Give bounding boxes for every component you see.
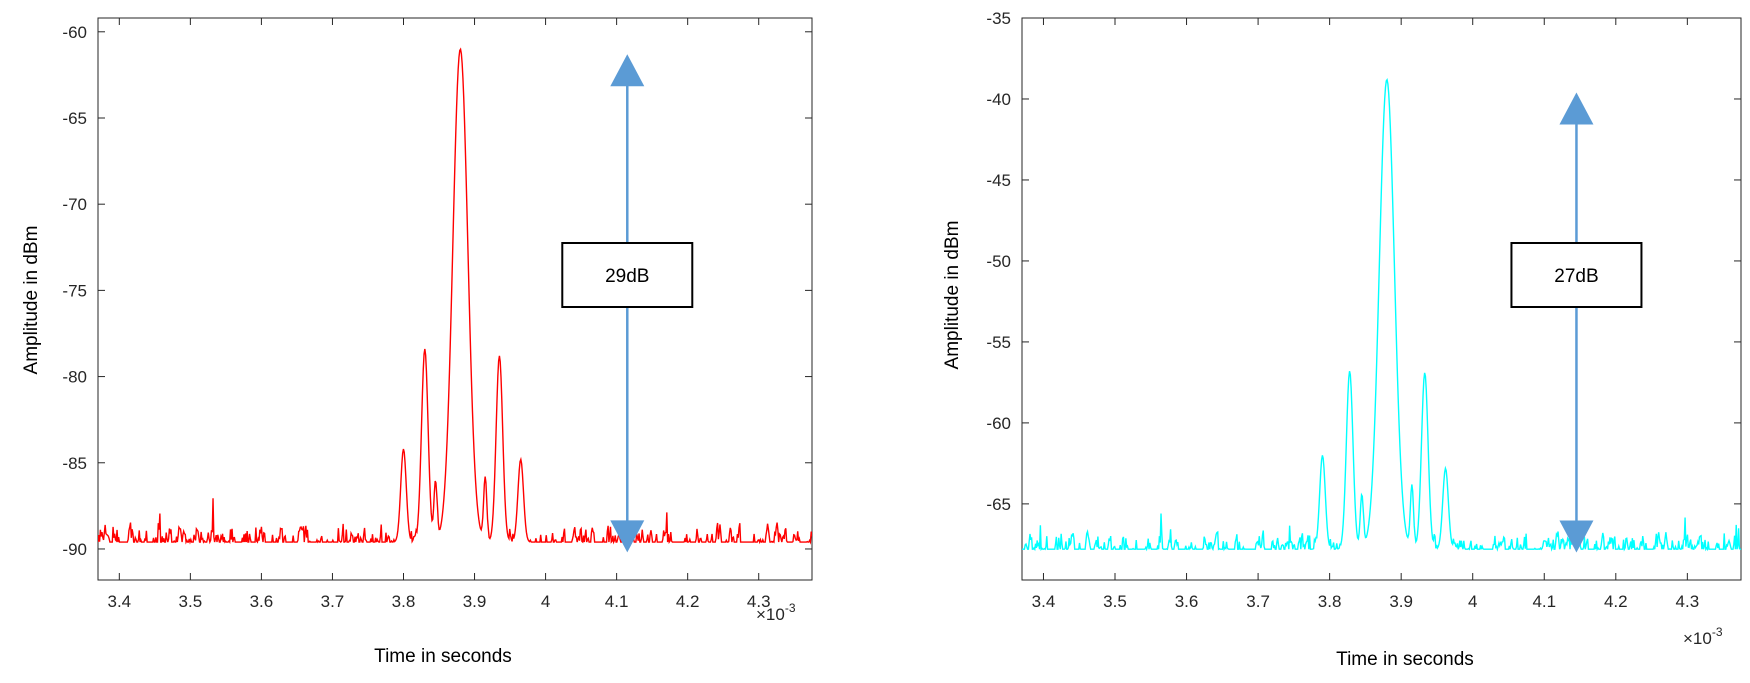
x-tick-label: 4.3 [747,592,771,611]
x-exponent-power-left: -3 [785,601,796,615]
y-tick-label: -65 [986,495,1011,514]
x-tick-label: 3.8 [1318,592,1342,611]
annotation-left: 29dB [561,54,694,553]
annotation-label-right: 27dB [1554,266,1598,287]
y-tick-label: -40 [986,90,1011,109]
annotation-arrow-down-head-left [610,520,645,553]
x-tick-label: 4 [541,592,550,611]
x-tick-label: 3.5 [179,592,203,611]
plot-area-right [1021,17,1742,581]
x-tick-label: 3.4 [1032,592,1056,611]
annotation-arrow-up-head-left [610,54,645,87]
y-axis-label-right: Amplitude in dBm [942,221,963,370]
x-tick-label: 3.4 [107,592,131,611]
x-tick-label: 4.1 [605,592,629,611]
y-tick-label: -35 [986,9,1011,28]
x-tick-label: 4.1 [1532,592,1556,611]
x-tick-label: 3.9 [1389,592,1413,611]
annotation-right: 27dB [1510,92,1643,553]
y-tick-label: -85 [62,454,87,473]
x-tick-label: 3.5 [1103,592,1127,611]
y-tick-label: -45 [986,171,1011,190]
y-ticks-left: -60 -65 -70 -75 -80 -85 -90 [62,23,812,559]
x-tick-label: 4.3 [1676,592,1700,611]
x-tick-label: 3.6 [1175,592,1199,611]
y-tick-label: -55 [986,333,1011,352]
annotation-box-left [561,242,694,308]
x-tick-label: 3.8 [392,592,416,611]
plot-area-left [97,17,813,581]
x-tick-label: 4.2 [1604,592,1628,611]
x-axis-label-left: Time in seconds [374,646,512,667]
x-tick-label: 3.7 [1246,592,1270,611]
y-tick-label: -70 [62,195,87,214]
y-tick-label: -90 [62,540,87,559]
x-ticks-left: 3.4 3.5 3.6 3.7 3.8 3.9 4 4.1 4.2 4.3 [107,18,771,611]
x-axis-label-right: Time in seconds [1336,649,1474,670]
x-exponent-right: ×10-3 [1683,625,1723,648]
y-tick-label: -60 [62,23,87,42]
x-exponent-power-right: -3 [1712,625,1723,639]
cyan-trace [1022,77,1741,552]
annotation-arrow-down-head-right [1559,520,1594,553]
y-tick-label: -65 [62,109,87,128]
y-axis-label-left: Amplitude in dBm [21,226,42,375]
y-tick-label: -75 [62,281,87,300]
chart-left: 3.4 3.5 3.6 3.7 3.8 3.9 4 4.1 4.2 4.3 -60 -65 -70 -7… [21,17,813,667]
annotation-arrow-up-head-right [1559,92,1594,125]
annotation-label-left: 29dB [605,266,649,287]
x-ticks-right: 3.4 3.5 3.6 3.7 3.8 3.9 4 4.1 4.2 4.3 [1032,18,1700,611]
y-tick-label: -80 [62,368,87,387]
y-tick-label: -60 [986,414,1011,433]
y-ticks-right: -35 -40 -45 -50 -55 -60 -65 [986,9,1741,514]
x-exponent-base-left: ×10 [756,605,785,624]
x-tick-label: 3.7 [321,592,345,611]
x-tick-label: 3.6 [250,592,274,611]
x-exponent-left: ×10-3 [756,601,796,624]
x-exponent-base-right: ×10 [1683,629,1712,648]
x-tick-label: 3.9 [463,592,487,611]
chart-right: 3.4 3.5 3.6 3.7 3.8 3.9 4 4.1 4.2 4.3 -35 -40 -45 -5… [942,9,1742,670]
x-tick-label: 4.2 [676,592,700,611]
x-tick-label: 4 [1468,592,1477,611]
red-trace [98,47,812,545]
y-tick-label: -50 [986,252,1011,271]
annotation-box-right [1510,242,1643,308]
